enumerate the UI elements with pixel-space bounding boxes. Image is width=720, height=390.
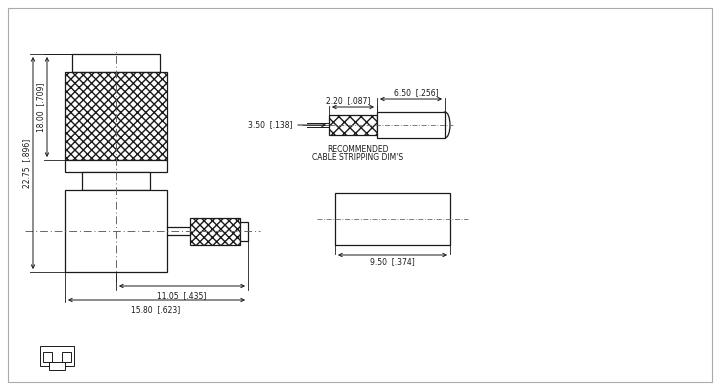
Text: 11.05  [.435]: 11.05 [.435] xyxy=(157,291,207,300)
Bar xyxy=(72,54,160,72)
Text: 15.80  [.623]: 15.80 [.623] xyxy=(131,305,181,314)
Bar xyxy=(190,218,240,245)
Text: 22.75  [.896]: 22.75 [.896] xyxy=(22,138,31,188)
Text: CABLE STRIPPING DIM'S: CABLE STRIPPING DIM'S xyxy=(312,153,404,162)
Text: RECOMMENDED: RECOMMENDED xyxy=(328,145,389,154)
Bar xyxy=(240,222,248,241)
Text: 9.50  [.374]: 9.50 [.374] xyxy=(370,257,415,266)
Bar xyxy=(82,172,150,190)
Text: 3.50  [.138]: 3.50 [.138] xyxy=(248,121,293,129)
Bar xyxy=(65,160,167,172)
Bar xyxy=(329,115,377,135)
Bar xyxy=(377,112,445,138)
Text: 18.00  [.709]: 18.00 [.709] xyxy=(36,82,45,132)
Bar xyxy=(49,362,65,370)
Bar xyxy=(43,352,52,362)
Bar xyxy=(65,72,167,160)
Bar xyxy=(40,346,74,366)
Text: 2.20  [.087]: 2.20 [.087] xyxy=(326,96,370,105)
Bar xyxy=(65,190,167,272)
Text: 6.50  [.256]: 6.50 [.256] xyxy=(394,88,438,97)
Bar xyxy=(62,352,71,362)
Bar xyxy=(335,193,450,245)
